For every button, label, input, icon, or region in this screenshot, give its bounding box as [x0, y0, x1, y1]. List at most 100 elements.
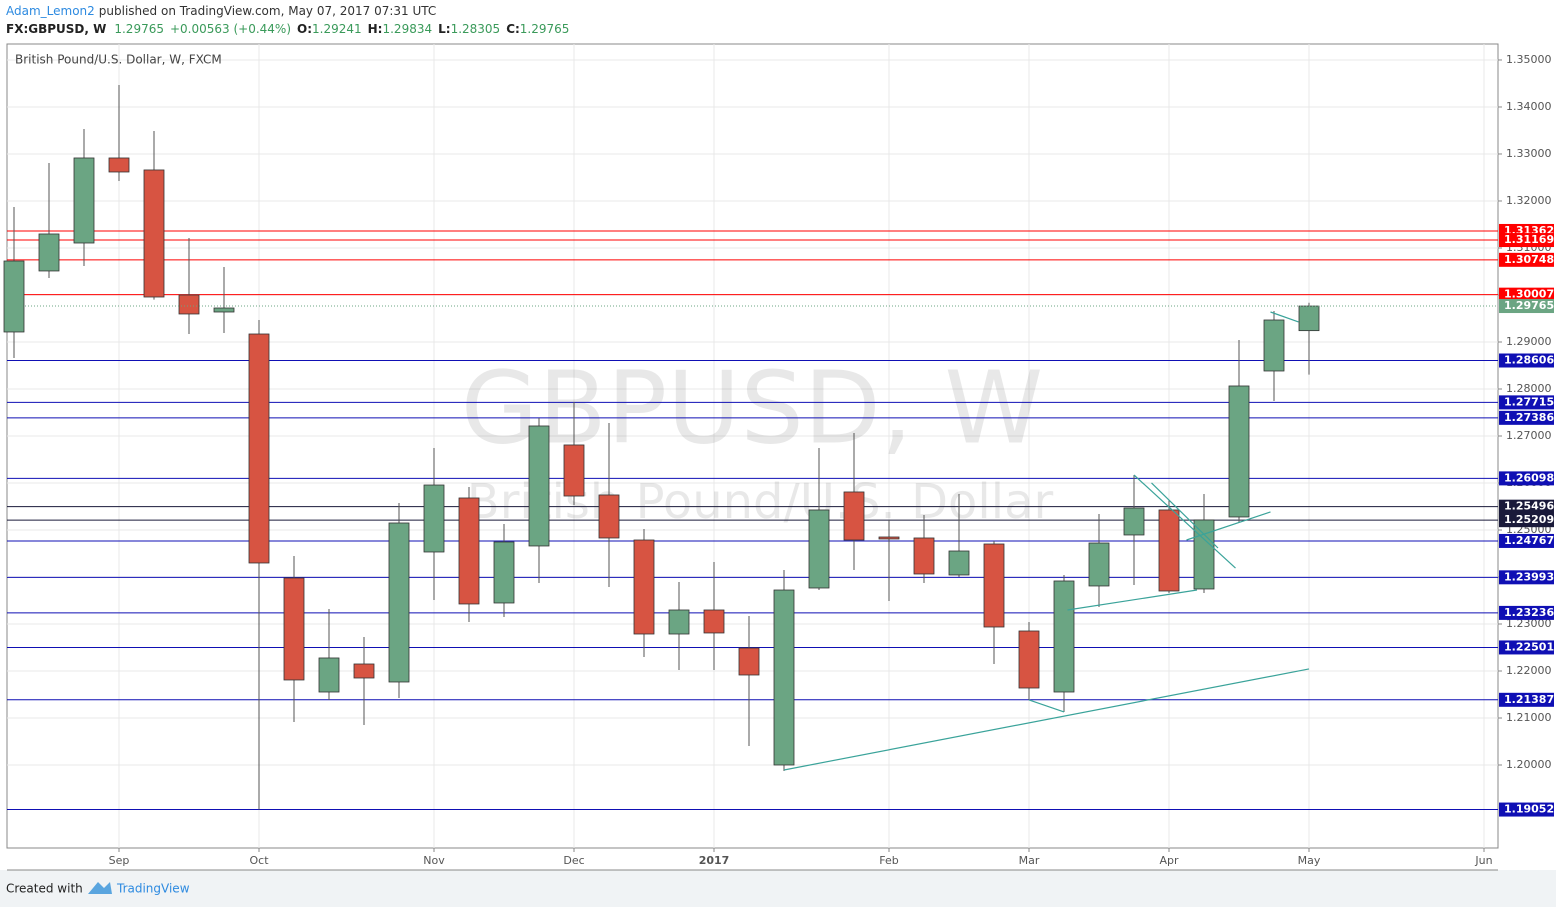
y-tick-label: 1.28000 — [1506, 382, 1552, 395]
y-tick-label: 1.35000 — [1506, 53, 1552, 66]
symbol: FX:GBPUSD, W — [6, 22, 106, 36]
footer-created: Created with — [6, 882, 83, 896]
author[interactable]: Adam_Lemon2 — [6, 4, 95, 18]
price-label: 1.27386 — [1504, 411, 1554, 424]
change: +0.00563 (+0.44%) — [170, 22, 291, 36]
candle-body — [1193, 519, 1215, 590]
high: 1.29834 — [382, 22, 432, 36]
open: 1.29241 — [312, 22, 362, 36]
candle-body — [318, 657, 340, 693]
trend-line — [1028, 699, 1065, 713]
price-label: 1.30748 — [1504, 253, 1554, 266]
candle-body — [38, 233, 60, 272]
candle-body — [423, 484, 445, 553]
price-label: 1.31169 — [1504, 233, 1554, 246]
y-tick-label: 1.21000 — [1506, 711, 1552, 724]
price-label-bg — [1499, 252, 1554, 267]
y-tick-label: 1.34000 — [1506, 100, 1552, 113]
candle-body — [213, 307, 235, 313]
price-label: 1.27715 — [1504, 395, 1554, 408]
price-label: 1.24767 — [1504, 534, 1554, 547]
y-tick-label: 1.23000 — [1506, 617, 1552, 630]
x-tick-label: Mar — [1019, 854, 1040, 867]
candle-body — [913, 537, 935, 575]
price-label-bg — [1499, 570, 1554, 585]
last: 1.29765 — [114, 22, 164, 36]
candle-body — [563, 444, 585, 497]
candle-body — [73, 157, 95, 244]
trend-line — [1067, 589, 1198, 611]
price-label-bg — [1499, 692, 1554, 707]
candle-body — [1123, 507, 1145, 536]
candle-body — [703, 609, 725, 634]
candle-body — [528, 425, 550, 547]
x-tick-label: Sep — [109, 854, 130, 867]
candle-body — [493, 541, 515, 604]
candle-body — [248, 333, 270, 564]
trend-line — [1186, 511, 1271, 541]
candle-body — [1228, 385, 1250, 518]
low: 1.28305 — [451, 22, 501, 36]
price-label: 1.25496 — [1504, 500, 1554, 513]
candle-body — [843, 491, 865, 541]
price-label-bg — [1499, 233, 1554, 248]
x-tick-label: Oct — [249, 854, 269, 867]
candle-body — [1053, 580, 1075, 693]
candle-body — [878, 536, 900, 540]
ohlc-label: C: — [506, 22, 520, 36]
price-label: 1.23993 — [1504, 570, 1554, 583]
marks — [3, 84, 1498, 811]
x-tick-label: May — [1298, 854, 1321, 867]
candle-body — [458, 497, 480, 605]
published: published on TradingView.com, May 07, 20… — [99, 4, 436, 18]
candle-body — [1158, 509, 1180, 592]
price-label-bg — [1499, 287, 1554, 302]
ohlc-label: O: — [297, 22, 312, 36]
watermark-subtitle: British Pound/U.S. Dollar — [467, 474, 1054, 530]
candle-body — [3, 260, 25, 333]
trend-line — [1270, 311, 1299, 323]
candle-body — [283, 577, 305, 681]
price-label-bg — [1499, 410, 1554, 425]
candle-body — [948, 550, 970, 576]
chart-title: British Pound/U.S. Dollar, W, FXCM — [15, 53, 222, 67]
watermark: GBPUSD, W — [461, 349, 1044, 466]
candle-body — [633, 539, 655, 635]
price-label: 1.21387 — [1504, 693, 1554, 706]
x-tick-label: Nov — [423, 854, 445, 867]
price-label-bg — [1499, 499, 1554, 514]
ohlc-label: H: — [368, 22, 383, 36]
y-tick-label: 1.27000 — [1506, 429, 1552, 442]
footer-brand[interactable]: TradingView — [116, 882, 190, 896]
price-label: 1.26098 — [1504, 471, 1554, 484]
price-label-bg — [1499, 513, 1554, 528]
candle-body — [353, 663, 375, 679]
ohlc-label: L: — [438, 22, 450, 36]
candle-body — [178, 294, 200, 315]
price-label-bg — [1499, 640, 1554, 655]
price-label: 1.30007 — [1504, 288, 1554, 301]
price-label: 1.23236 — [1504, 606, 1554, 619]
footer-bg — [0, 870, 1556, 907]
price-label-bg — [1499, 802, 1554, 817]
logo — [88, 882, 112, 894]
price-label: 1.22501 — [1504, 640, 1554, 653]
candle-body — [738, 647, 760, 676]
price-label: 1.19052 — [1504, 803, 1554, 816]
y-tick-label: 1.29000 — [1506, 335, 1552, 348]
header-line2: FX:GBPUSD, W 1.29765 +0.00563 (+0.44%) O:1.… — [6, 22, 569, 36]
price-label-bg — [1499, 471, 1554, 486]
last-price-bg — [1499, 299, 1554, 314]
candle-body — [668, 609, 690, 635]
last-price-label: 1.29765 — [1504, 299, 1554, 312]
candle-body — [808, 509, 830, 589]
trend-line — [1133, 474, 1236, 569]
candle-body — [1018, 630, 1040, 689]
price-label: 1.28606 — [1504, 354, 1554, 367]
candle-body — [773, 589, 795, 766]
candle-body — [143, 169, 165, 298]
x-tick-label: Feb — [879, 854, 898, 867]
price-label-bg — [1499, 533, 1554, 548]
x-tick-label: Apr — [1159, 854, 1179, 867]
